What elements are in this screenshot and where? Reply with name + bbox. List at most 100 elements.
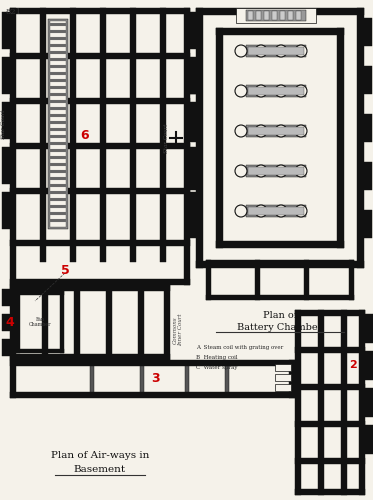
Bar (10, 98, 190, 104)
Text: 4: 4 (6, 316, 15, 328)
Bar (190, 12, 198, 49)
Bar (50, 58, 66, 61)
Bar (2, 147, 10, 184)
Bar (357, 8, 364, 268)
Bar (304, 260, 309, 300)
Bar (50, 191, 66, 194)
Text: Battery Chamber: Battery Chamber (237, 324, 323, 332)
Bar (50, 72, 66, 75)
Bar (10, 240, 190, 246)
Bar (188, 210, 196, 238)
Bar (349, 260, 354, 300)
Bar (50, 107, 66, 110)
Bar (196, 8, 364, 15)
Bar (10, 360, 295, 366)
Bar (216, 241, 344, 248)
Bar (295, 421, 365, 427)
Bar (365, 351, 373, 380)
Bar (248, 87, 304, 95)
Circle shape (295, 85, 307, 97)
Bar (256, 11, 261, 20)
Bar (364, 162, 372, 190)
Bar (16, 349, 64, 353)
Bar (248, 127, 304, 135)
Bar (225, 366, 229, 392)
Bar (164, 285, 170, 360)
Bar (337, 28, 344, 248)
Bar (248, 167, 304, 175)
Circle shape (235, 205, 247, 217)
Bar (50, 149, 66, 152)
Bar (295, 347, 365, 353)
Circle shape (255, 205, 267, 217)
Bar (188, 18, 196, 46)
Text: 1: 1 (372, 434, 373, 444)
Bar (16, 291, 64, 295)
Bar (295, 384, 365, 390)
Bar (50, 21, 66, 227)
Bar (10, 285, 170, 291)
Circle shape (235, 165, 247, 177)
Bar (50, 198, 66, 201)
Bar (365, 425, 373, 454)
Bar (130, 240, 136, 262)
Circle shape (235, 45, 247, 57)
Bar (248, 47, 304, 55)
Bar (196, 8, 203, 268)
Bar (10, 240, 16, 285)
Bar (50, 128, 66, 131)
Bar (70, 8, 76, 240)
Bar (364, 114, 372, 142)
Bar (280, 11, 285, 20)
Bar (295, 310, 301, 495)
Bar (190, 102, 198, 139)
Bar (296, 11, 301, 20)
Bar (289, 360, 295, 398)
Bar (50, 44, 66, 47)
Bar (50, 170, 66, 173)
Bar (90, 366, 94, 392)
Text: 821: 821 (6, 8, 22, 16)
Bar (275, 374, 291, 381)
Circle shape (255, 165, 267, 177)
Bar (50, 205, 66, 208)
Circle shape (275, 45, 287, 57)
Text: A  Steam coil with grating over: A Steam coil with grating over (196, 346, 283, 350)
Text: Commons
Inner Court: Commons Inner Court (173, 314, 184, 346)
Bar (50, 177, 66, 180)
Bar (50, 156, 66, 159)
Text: Basement: Basement (74, 466, 126, 474)
Circle shape (295, 205, 307, 217)
Text: 1: 1 (372, 360, 373, 370)
Bar (216, 28, 344, 35)
Bar (196, 261, 364, 268)
Bar (100, 240, 106, 262)
Circle shape (275, 85, 287, 97)
Bar (40, 8, 46, 240)
Bar (48, 19, 68, 229)
Bar (2, 192, 10, 229)
Bar (275, 364, 291, 371)
Bar (216, 28, 223, 248)
Bar (364, 18, 372, 46)
Bar (248, 11, 253, 20)
Bar (50, 184, 66, 187)
Bar (60, 291, 64, 353)
Text: B  Heating coil: B Heating coil (196, 356, 238, 360)
Text: 6: 6 (81, 129, 89, 142)
Bar (255, 260, 260, 300)
Bar (50, 23, 66, 26)
Bar (272, 11, 277, 20)
Text: Plan of: Plan of (263, 312, 297, 320)
Circle shape (275, 125, 287, 137)
Bar (318, 310, 324, 495)
Circle shape (255, 45, 267, 57)
Bar (2, 339, 10, 356)
Bar (275, 384, 291, 391)
Text: 3: 3 (151, 372, 159, 386)
Circle shape (235, 125, 247, 137)
Bar (140, 366, 144, 392)
Bar (206, 260, 354, 265)
Text: Star Court: Star Court (1, 110, 6, 138)
Bar (50, 121, 66, 124)
